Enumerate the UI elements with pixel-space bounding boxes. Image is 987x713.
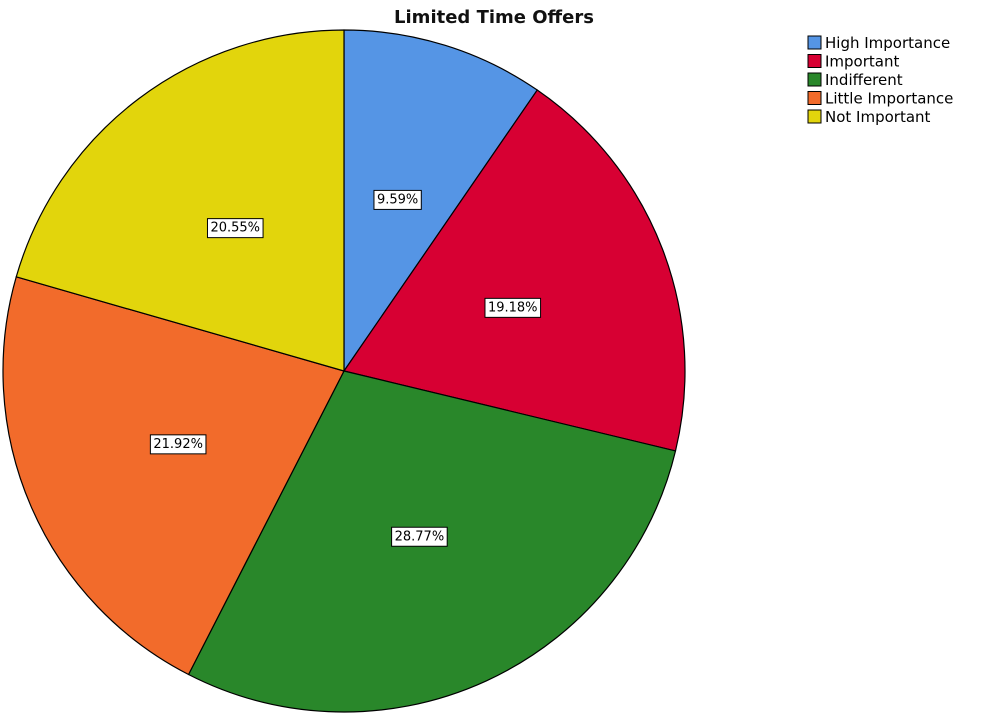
data-label-high-importance: 9.59% <box>373 189 422 210</box>
pie-slice-high-importance <box>343 29 538 372</box>
data-label-not-important: 20.55% <box>206 218 264 239</box>
legend-swatch <box>807 35 822 50</box>
legend-label: Important <box>825 53 899 71</box>
chart-title: Limited Time Offers <box>394 7 594 28</box>
legend-label: High Importance <box>825 34 950 52</box>
data-label-indifferent: 28.77% <box>391 526 448 547</box>
data-label-box <box>373 189 422 210</box>
data-label-box <box>149 434 207 455</box>
legend-item-important: Important <box>807 53 899 71</box>
legend-label: Little Importance <box>825 90 953 108</box>
legend-item-not-important: Not Important <box>807 108 931 126</box>
legend-item-little-importance: Little Importance <box>807 90 953 108</box>
pie-slice-important <box>343 89 686 452</box>
pie-data-labels: 9.59% 19.18% 28.77% 21.92% 20.55% <box>149 189 542 547</box>
legend-label: Not Important <box>825 108 931 126</box>
pie-slice-not-important <box>15 29 345 372</box>
data-label-text: 20.55% <box>210 221 260 236</box>
data-label-text: 28.77% <box>395 529 445 544</box>
pie-slice-little-importance <box>2 276 345 676</box>
chart-legend: High ImportanceImportantIndifferentLittl… <box>807 34 953 126</box>
legend-swatch <box>807 72 822 87</box>
legend-swatch <box>807 109 822 124</box>
legend-item-high-importance: High Importance <box>807 34 950 52</box>
data-label-little-importance: 21.92% <box>149 434 207 455</box>
legend-swatch <box>807 54 822 68</box>
data-label-important: 19.18% <box>484 297 542 318</box>
data-label-box <box>206 218 264 239</box>
data-label-box <box>484 297 542 318</box>
legend-item-indifferent: Indifferent <box>807 71 903 89</box>
data-label-text: 9.59% <box>377 192 418 207</box>
legend-label: Indifferent <box>825 71 903 89</box>
data-label-text: 21.92% <box>153 437 203 452</box>
data-label-text: 19.18% <box>488 300 538 315</box>
data-label-box <box>391 526 448 547</box>
pie-slices <box>2 29 686 713</box>
legend-swatch <box>807 91 822 105</box>
